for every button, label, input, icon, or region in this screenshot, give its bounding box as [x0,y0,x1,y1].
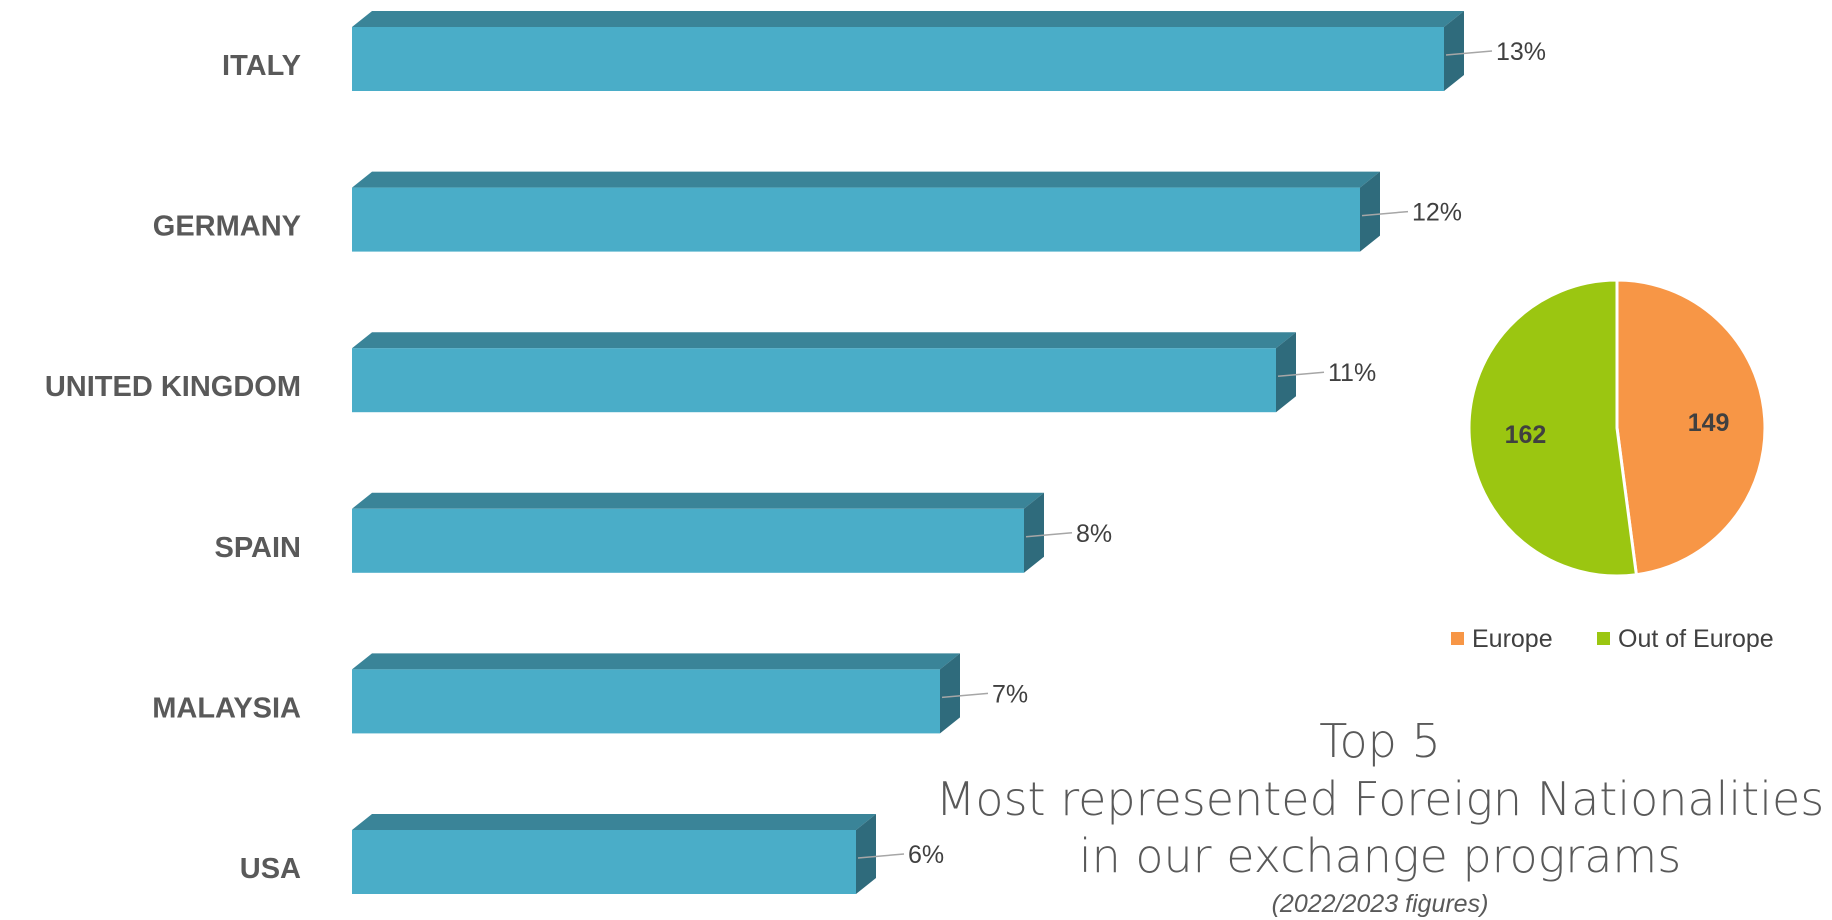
bar-side-face [940,653,960,734]
leader-line [941,692,989,699]
bar-group: SPAIN 8% [215,492,1112,573]
bar-top-face [352,492,1044,509]
bar [352,508,1024,573]
pie-chart: 149 162 [1467,278,1767,578]
subtitle: (2022/2023 figures) [1272,890,1489,918]
pie-legend: Europe Out of Europe [1451,625,1774,653]
category-label: USA [240,853,301,885]
pie-data-label: 149 [1688,409,1730,437]
category-label: SPAIN [215,532,301,564]
bar [352,830,856,894]
bar-top-face [352,171,1380,188]
value-label: 11% [1328,359,1376,387]
bar-side-face [856,814,876,894]
bar-top-face [352,11,1464,27]
pie-slice [1467,278,1639,578]
legend-label: Europe [1472,625,1553,653]
bar-top-face [352,814,876,830]
value-label: 7% [992,680,1028,708]
legend-swatch [1597,632,1610,645]
bar [352,669,940,734]
bar-top-face [352,653,960,670]
legend-label: Out of Europe [1618,625,1774,653]
leader-line [1277,371,1325,377]
bar-top-face [352,332,1296,349]
leader-line [1445,50,1493,56]
bar-side-face [1444,11,1464,91]
bar-group: ITALY 13% [222,11,1546,91]
value-label: 8% [1076,520,1112,548]
bar-group: GERMANY 12% [153,171,1462,252]
leader-line [1361,210,1409,217]
legend-item: Out of Europe [1597,625,1774,653]
category-label: UNITED KINGDOM [45,371,301,403]
bar-side-face [1360,171,1380,252]
value-label: 6% [908,841,944,869]
value-label: 12% [1412,199,1462,227]
chart-title-block: Top 5 Most represented Foreign Nationali… [936,714,1825,918]
leader-line [857,853,905,859]
pie-data-label: 162 [1505,421,1547,449]
bar-group: UNITED KINGDOM 11% [45,332,1376,413]
bar-side-face [1276,332,1296,413]
title-line-3: in our exchange programs [1079,829,1681,883]
bar [352,27,1444,91]
legend-swatch [1451,632,1464,645]
category-label: MALAYSIA [152,692,301,724]
value-label: 13% [1496,38,1546,66]
title-line-2: Most represented Foreign Nationalities [936,772,1825,826]
legend-item: Europe [1451,625,1553,653]
bar-side-face [1024,492,1044,573]
bar-group: MALAYSIA 7% [152,653,1028,734]
pie-slice [1615,278,1767,577]
bar-chart: ITALY 13% GERMANY 12% UNITED KINGDOM 11% SPAIN… [45,11,1546,894]
bar [352,187,1360,252]
category-label: ITALY [222,50,301,82]
bar [352,348,1276,413]
leader-line [1025,532,1073,538]
bar-group: USA 6% [240,814,944,894]
title-line-1: Top 5 [1319,714,1441,768]
category-label: GERMANY [153,211,301,243]
